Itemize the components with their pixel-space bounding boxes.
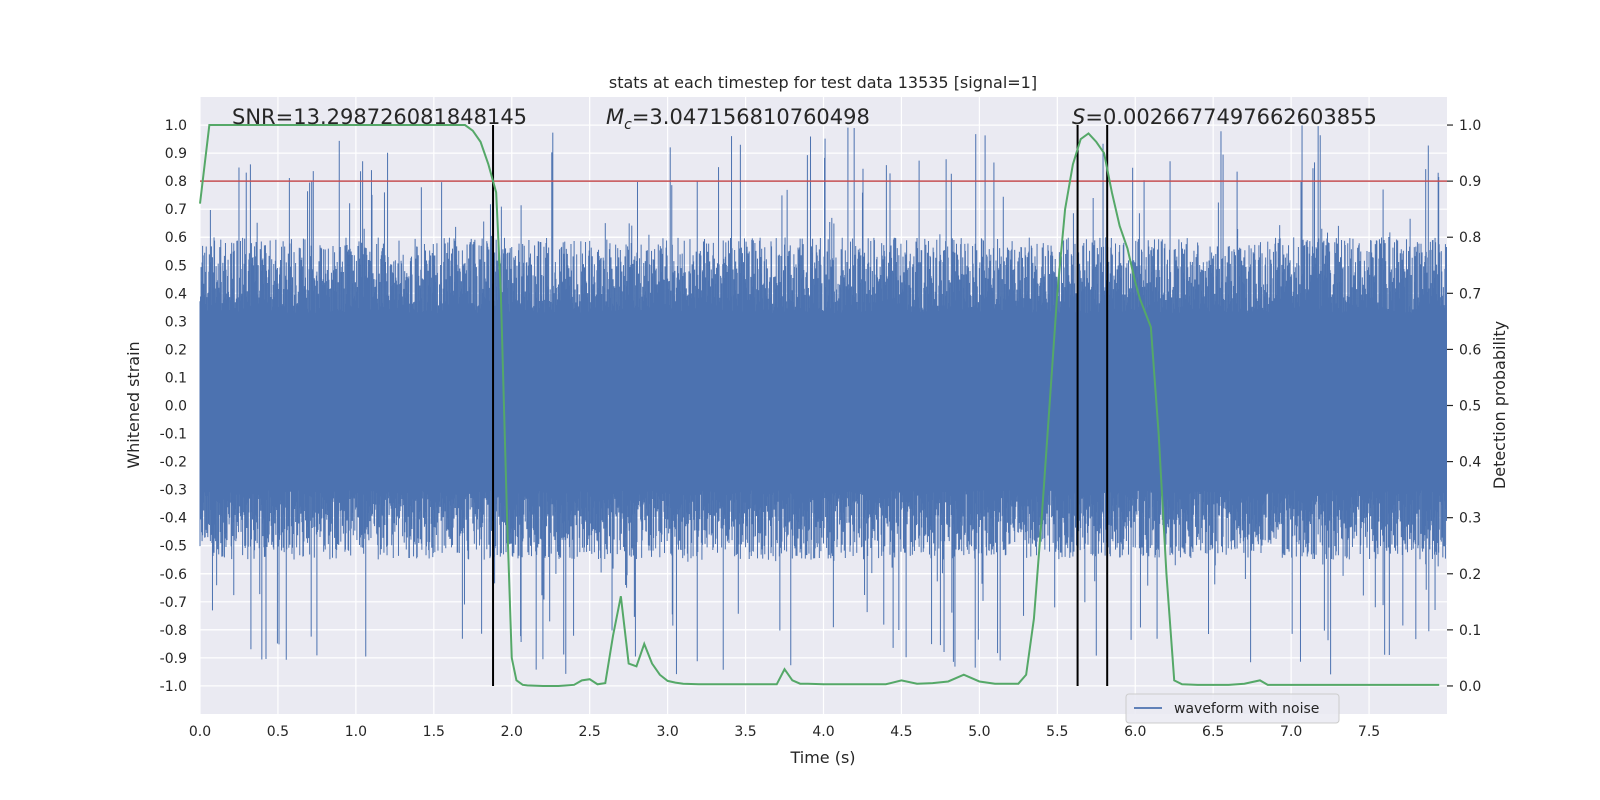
x-tick-label: 4.0 xyxy=(812,724,834,740)
y-tick-label: -0.2 xyxy=(160,455,187,471)
x-tick-label: 4.5 xyxy=(890,724,912,740)
y-tick-label: -0.8 xyxy=(160,623,187,639)
x-tick-label: 3.5 xyxy=(734,724,756,740)
chirp-mass-subscript: c xyxy=(624,117,632,133)
y-tick-label: 0.7 xyxy=(165,202,187,218)
y-tick-label: 0.3 xyxy=(165,314,187,330)
y2-tick-label: 0.1 xyxy=(1459,623,1481,639)
y2-axis-label: Detection probability xyxy=(1490,321,1509,489)
y-tick-label: 0.1 xyxy=(165,370,187,386)
y2-tick-label: 0.4 xyxy=(1459,455,1481,471)
x-tick-label: 0.0 xyxy=(189,724,211,740)
ticks: 0.0 0.5 1.0 1.5 2.0 2.5 3.0 3.5 4.0 4.5 5.0 5.5 6.0 6… xyxy=(160,118,1482,740)
y-tick-label: -1.0 xyxy=(160,679,187,695)
x-tick-label: 5.5 xyxy=(1046,724,1068,740)
y2-tick-label: 1.0 xyxy=(1459,118,1481,134)
y2-tick-label: 0.9 xyxy=(1459,174,1481,190)
x-tick-label: 7.5 xyxy=(1358,724,1380,740)
y-tick-label: 0.5 xyxy=(165,258,187,274)
probability-line xyxy=(199,124,1440,687)
y2-tick-label: 0.8 xyxy=(1459,230,1481,246)
y-tick-label: 0.4 xyxy=(165,286,187,302)
y-tick-label: 1.0 xyxy=(165,118,187,134)
waveform-line xyxy=(199,125,1447,675)
y-tick-label: 0.0 xyxy=(165,399,187,415)
chirp-mass-symbol: M xyxy=(606,105,624,129)
y-tick-label: -0.7 xyxy=(160,595,187,611)
waveform-series xyxy=(199,125,1447,675)
y2-tick-label: 0.2 xyxy=(1459,567,1481,583)
legend-box xyxy=(1125,693,1340,724)
y-axis-label: Whitened strain xyxy=(124,341,143,468)
s-value: =0.0026677497662603855 xyxy=(1085,105,1377,129)
y-tick-label: 0.2 xyxy=(165,342,187,358)
legend-label: waveform with noise xyxy=(1174,701,1319,717)
x-axis-label: Time (s) xyxy=(789,748,855,767)
y-tick-label: -0.3 xyxy=(160,483,187,499)
x-tick-label: 5.0 xyxy=(968,724,990,740)
y2-tick-label: 0.6 xyxy=(1459,342,1481,358)
y-tick-label: -0.6 xyxy=(160,567,187,583)
probability-series xyxy=(199,124,1440,687)
x-tick-label: 0.5 xyxy=(267,724,289,740)
y-tick-label: -0.4 xyxy=(160,511,187,527)
y-tick-label: -0.5 xyxy=(160,539,187,555)
y2-tick-label: 0.3 xyxy=(1459,511,1481,527)
x-tick-label: 6.0 xyxy=(1124,724,1146,740)
y-tick-label: 0.9 xyxy=(165,146,187,162)
snr-annotation: SNR=13.298726081848145 xyxy=(232,105,527,129)
x-tick-label: 1.5 xyxy=(423,724,445,740)
chirp-mass-annotation: Mc=3.047156810760498 xyxy=(606,105,870,133)
y-tick-label: -0.1 xyxy=(160,427,187,443)
reference-lines xyxy=(200,125,1447,686)
y-tick-label: 0.8 xyxy=(165,174,187,190)
x-tick-label: 6.5 xyxy=(1202,724,1224,740)
x-tick-label: 1.0 xyxy=(345,724,367,740)
y2-tick-label: 0.0 xyxy=(1459,679,1481,695)
chart-title: stats at each timestep for test data 135… xyxy=(609,73,1037,92)
s-symbol: S xyxy=(1072,105,1085,129)
y2-tick-label: 0.5 xyxy=(1459,399,1481,415)
legend: waveform with noise xyxy=(1125,693,1340,724)
x-tick-label: 2.0 xyxy=(501,724,523,740)
y-tick-label: -0.9 xyxy=(160,651,187,667)
x-tick-label: 7.0 xyxy=(1280,724,1302,740)
y2-tick-label: 0.7 xyxy=(1459,286,1481,302)
chirp-mass-value: =3.047156810760498 xyxy=(632,105,870,129)
s-annotation: S=0.0026677497662603855 xyxy=(1072,105,1377,129)
x-tick-label: 3.0 xyxy=(656,724,678,740)
y-tick-label: 0.6 xyxy=(165,230,187,246)
x-tick-label: 2.5 xyxy=(579,724,601,740)
